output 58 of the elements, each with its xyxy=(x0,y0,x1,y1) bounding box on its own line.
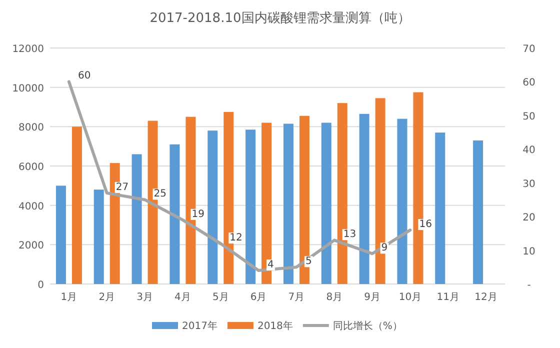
bar xyxy=(397,118,408,284)
y-tick-label: 0 xyxy=(38,280,44,291)
y-tick-label: 4000 xyxy=(18,201,44,212)
data-label: 5 xyxy=(305,256,312,268)
y2-tick-label: 50 xyxy=(522,111,536,122)
x-tick-label: 1月 xyxy=(60,292,78,303)
data-label: 13 xyxy=(343,229,356,240)
bar xyxy=(132,154,142,284)
data-label: 12 xyxy=(230,232,242,244)
x-tick-label: 4月 xyxy=(174,292,191,303)
bar xyxy=(56,186,66,284)
x-tick-label: 9月 xyxy=(364,292,380,303)
bar xyxy=(262,122,272,284)
bar xyxy=(375,98,386,284)
bar xyxy=(321,122,332,284)
x-tick-label: 2月 xyxy=(98,292,116,303)
x-tick-label: 11月 xyxy=(436,292,460,303)
x-tick-label: 5月 xyxy=(212,292,229,303)
y-tick-label: 10000 xyxy=(12,83,44,94)
x-tick-label: 10月 xyxy=(398,292,422,303)
y2-tick-label: 20 xyxy=(522,212,536,224)
legend-label: 2018年 xyxy=(257,320,293,332)
bar xyxy=(72,126,82,284)
x-tick-label: 7月 xyxy=(288,292,305,303)
data-label: 9 xyxy=(381,242,388,254)
bar xyxy=(94,190,104,284)
y2-tick-label: 70 xyxy=(522,44,536,55)
bar xyxy=(435,132,446,284)
y2-tick-label: 60 xyxy=(522,78,536,89)
y2-tick-label: 10 xyxy=(522,246,536,258)
legend-label: 2017年 xyxy=(182,320,218,332)
data-label: 19 xyxy=(192,208,204,220)
x-tick-label: 12月 xyxy=(474,292,498,303)
data-label: 27 xyxy=(116,182,129,193)
bar xyxy=(473,140,484,284)
data-label: 16 xyxy=(419,219,432,230)
x-tick-label: 3月 xyxy=(136,292,153,303)
bar xyxy=(246,130,256,284)
x-tick-label: 8月 xyxy=(326,292,343,303)
legend-label: 同比增长（%） xyxy=(332,320,402,332)
x-tick-label: 6月 xyxy=(250,292,267,303)
bar xyxy=(170,144,180,284)
y2-tick-label: 40 xyxy=(522,145,536,156)
y-tick-label: 12000 xyxy=(12,44,44,55)
bar xyxy=(299,116,310,284)
y2-tick-label: - xyxy=(527,280,532,291)
bar xyxy=(359,114,370,284)
y-tick-label: 8000 xyxy=(18,122,44,134)
y-tick-label: 2000 xyxy=(18,240,44,252)
line-series xyxy=(67,80,412,272)
chart-title: 2017-2018.10国内碳酸锂需求量测算（吨） xyxy=(150,11,410,26)
data-label: 25 xyxy=(154,188,167,200)
y2-tick-label: 30 xyxy=(522,178,536,190)
y-tick-label: 6000 xyxy=(18,162,44,173)
bar xyxy=(283,124,294,284)
data-label: 4 xyxy=(268,260,274,271)
data-label: 60 xyxy=(78,70,91,82)
bar xyxy=(208,130,218,284)
